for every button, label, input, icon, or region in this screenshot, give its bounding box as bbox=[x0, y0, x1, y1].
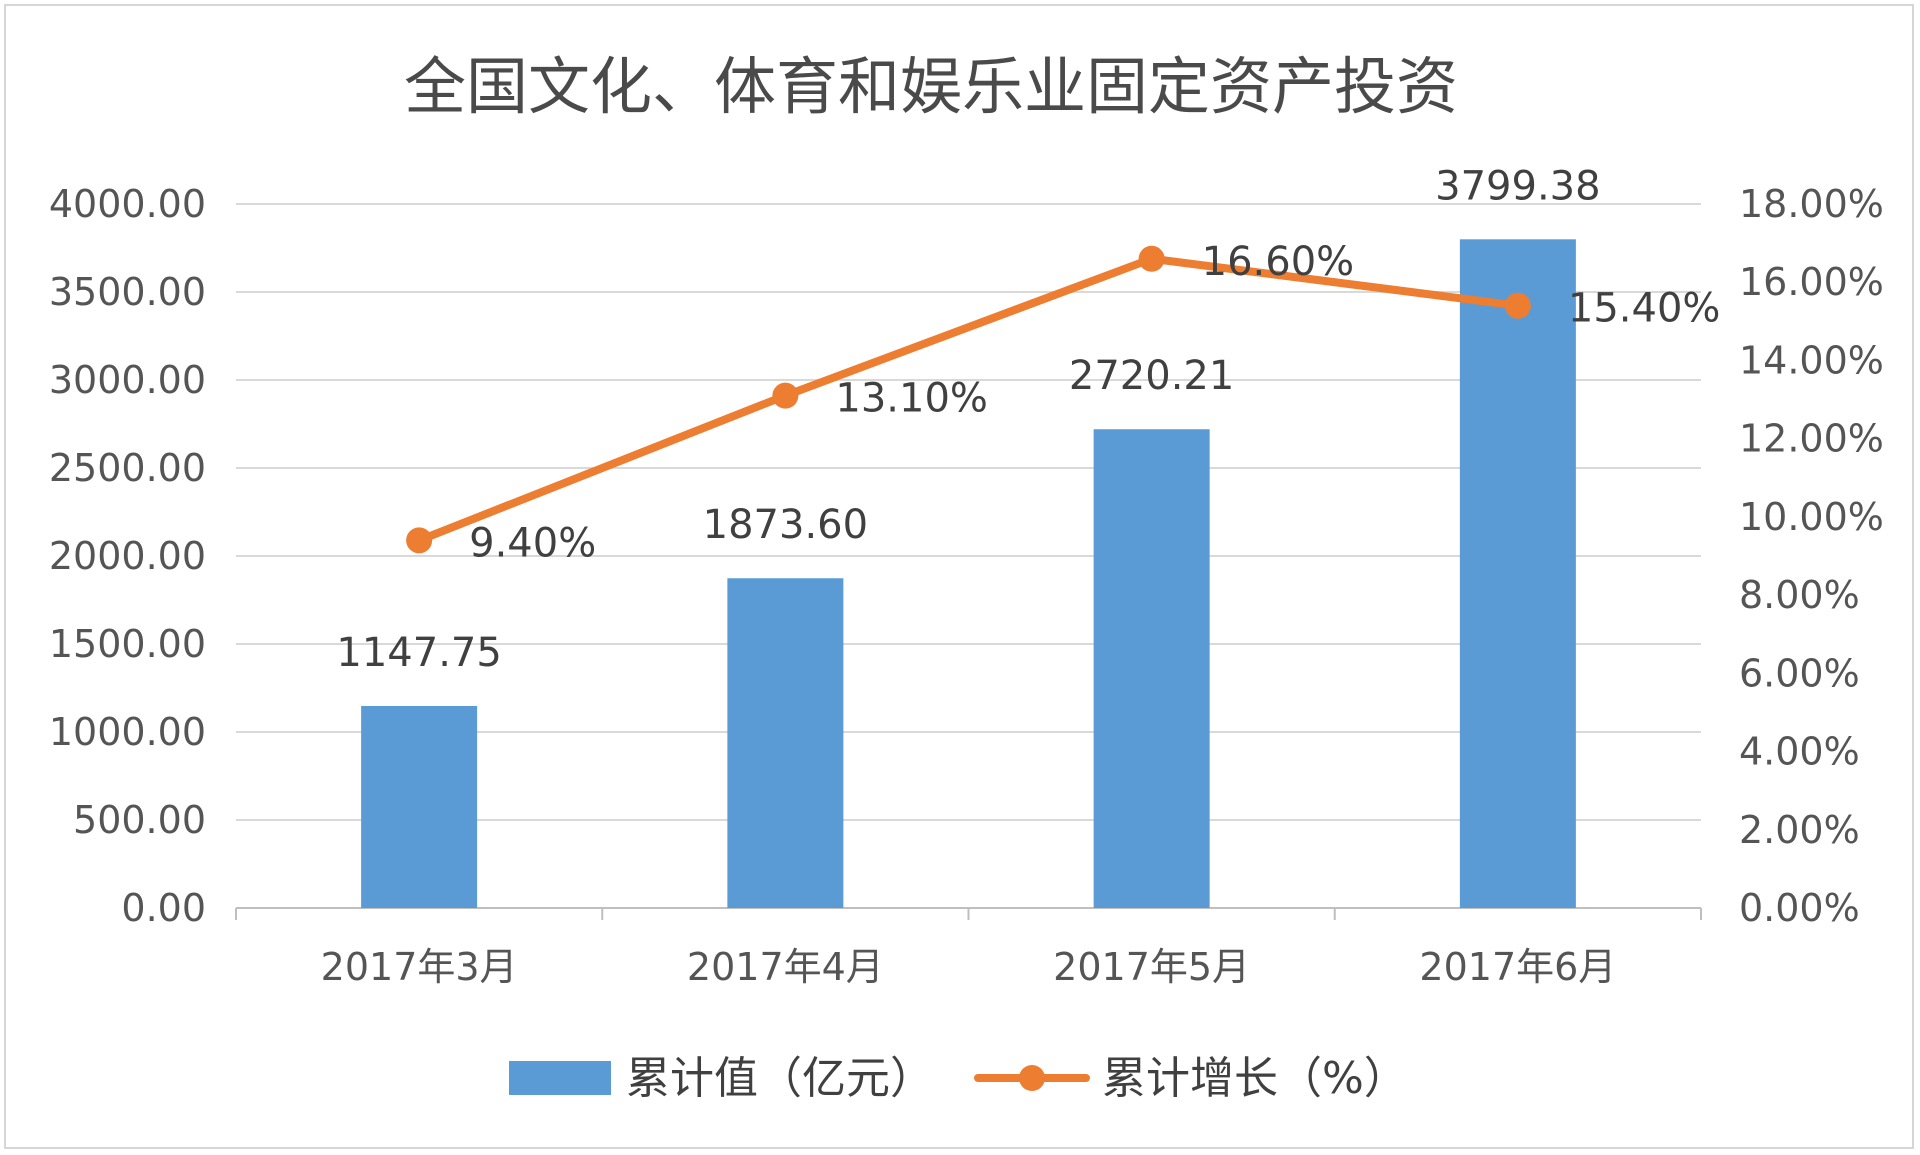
line-value-label: 15.40% bbox=[1568, 286, 1721, 332]
line-point bbox=[1138, 245, 1165, 272]
bar bbox=[1459, 239, 1576, 909]
bar-value-label: 2720.21 bbox=[1069, 353, 1234, 399]
bar-value-label: 1147.75 bbox=[336, 630, 501, 676]
y-left-tick-label: 1000.00 bbox=[49, 710, 206, 754]
legend-label-line: 累计增长（%） bbox=[1102, 1053, 1408, 1104]
bar bbox=[727, 578, 844, 908]
y-right-tick-label: 0.00% bbox=[1739, 886, 1860, 930]
line-series bbox=[406, 245, 1531, 554]
legend: 累计值（亿元） 累计增长（%） bbox=[509, 1053, 1408, 1104]
y-right-tick-label: 2.00% bbox=[1739, 808, 1860, 852]
bar bbox=[361, 705, 478, 908]
bar bbox=[1093, 429, 1210, 908]
line-value-label: 9.40% bbox=[469, 520, 596, 566]
bar-series bbox=[361, 239, 1576, 909]
y-right-tick-label: 12.00% bbox=[1739, 417, 1884, 461]
y-left-tick-label: 2000.00 bbox=[49, 534, 206, 578]
chart-frame: 全国文化、体育和娱乐业固定资产投资 0.00 500.00 1000.00 1500.… bbox=[4, 4, 1914, 1149]
axes: 0.00 500.00 1000.00 1500.00 2000.00 2500.00 30… bbox=[49, 182, 1884, 989]
y-left-tick-label: 4000.00 bbox=[49, 182, 206, 226]
combo-chart: 全国文化、体育和娱乐业固定资产投资 0.00 500.00 1000.00 1500.… bbox=[49, 50, 1884, 1104]
line-point bbox=[1504, 292, 1531, 319]
y-right-tick-label: 10.00% bbox=[1739, 495, 1884, 539]
y-right-tick-label: 18.00% bbox=[1739, 182, 1884, 226]
gridlines bbox=[236, 203, 1701, 821]
legend-label-bar: 累计值（亿元） bbox=[626, 1053, 934, 1104]
data-labels: 1147.75 1873.60 2720.21 3799.38 9.40% 13.10% 1… bbox=[336, 163, 1720, 676]
line-point bbox=[772, 382, 799, 409]
y-left-tick-label: 500.00 bbox=[73, 798, 206, 842]
x-tick-label: 2017年6月 bbox=[1419, 945, 1616, 989]
y-left-tick-label: 3000.00 bbox=[49, 358, 206, 402]
y-left-tick-label: 1500.00 bbox=[49, 622, 206, 666]
y-left-tick-label: 3500.00 bbox=[49, 270, 206, 314]
y-right-tick-label: 8.00% bbox=[1739, 573, 1860, 617]
bar-value-label: 3799.38 bbox=[1435, 163, 1600, 209]
legend-swatch-bar bbox=[509, 1061, 611, 1095]
x-tick-label: 2017年4月 bbox=[687, 945, 884, 989]
x-tick-label: 2017年3月 bbox=[321, 945, 518, 989]
line-value-label: 16.60% bbox=[1202, 239, 1355, 285]
legend-swatch-marker bbox=[1019, 1065, 1045, 1091]
y-left-tick-label: 2500.00 bbox=[49, 446, 206, 490]
y-left-tick-label: 0.00 bbox=[121, 886, 206, 930]
y-right-tick-label: 6.00% bbox=[1739, 651, 1860, 695]
x-tick-label: 2017年5月 bbox=[1053, 945, 1250, 989]
y-right-tick-label: 16.00% bbox=[1739, 260, 1884, 304]
line-path bbox=[415, 254, 1522, 545]
y-right-tick-label: 14.00% bbox=[1739, 338, 1884, 382]
chart-title: 全国文化、体育和娱乐业固定资产投资 bbox=[404, 50, 1458, 123]
y-right-tick-label: 4.00% bbox=[1739, 730, 1860, 774]
line-value-label: 13.10% bbox=[835, 376, 988, 422]
line-point bbox=[406, 527, 433, 554]
bar-value-label: 1873.60 bbox=[703, 502, 868, 548]
